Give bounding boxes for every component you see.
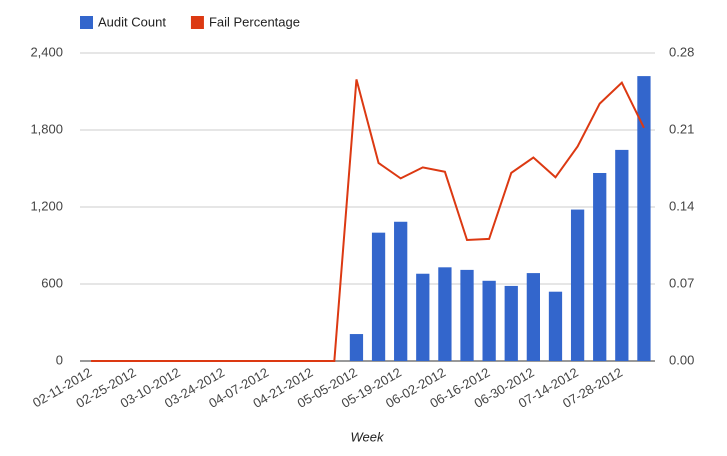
bar (394, 221, 408, 361)
y2-tick-label: 0.21 (669, 121, 694, 136)
y2-tick-label: 0.28 (669, 44, 694, 59)
bar (504, 285, 518, 361)
y2-tick-label: 0.14 (669, 198, 694, 213)
line (91, 79, 645, 362)
bar (349, 334, 364, 361)
bar (548, 291, 563, 361)
legend-swatch (190, 16, 204, 29)
legend-swatch (80, 16, 93, 29)
legend-label: Fail Percentage (209, 14, 300, 29)
bar (593, 172, 607, 361)
y-tick-label: 1,800 (30, 121, 63, 136)
bar (526, 273, 540, 361)
bar (615, 149, 629, 361)
bar (570, 209, 585, 361)
legend-label: Audit Count (98, 14, 166, 29)
bar (637, 76, 651, 361)
y-tick-label: 0 (56, 352, 63, 367)
x-axis-title: Week (351, 429, 385, 444)
y2-tick-label: 0.00 (669, 352, 694, 367)
bar (460, 269, 474, 361)
y2-tick-label: 0.07 (669, 275, 694, 290)
y-tick-label: 1,200 (30, 198, 63, 213)
bar (371, 232, 386, 361)
bar (438, 267, 452, 361)
y-tick-label: 600 (41, 275, 63, 290)
bar (482, 280, 496, 361)
bar (416, 273, 430, 361)
y-tick-label: 2,400 (30, 44, 63, 59)
